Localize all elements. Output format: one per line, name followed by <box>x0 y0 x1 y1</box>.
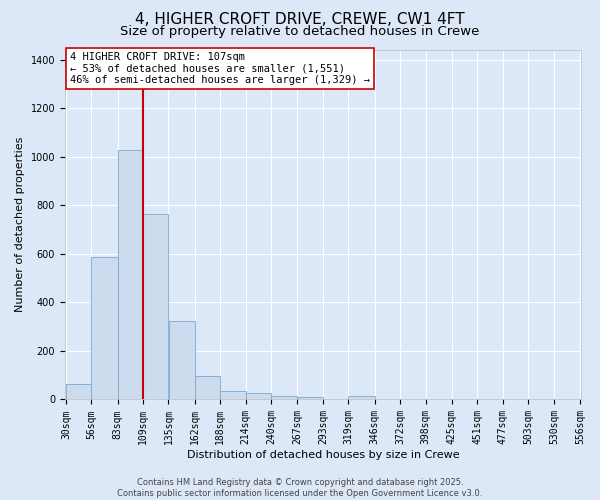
Bar <box>271 396 298 400</box>
Bar <box>66 384 91 400</box>
X-axis label: Distribution of detached houses by size in Crewe: Distribution of detached houses by size … <box>187 450 459 460</box>
Text: 4, HIGHER CROFT DRIVE, CREWE, CW1 4FT: 4, HIGHER CROFT DRIVE, CREWE, CW1 4FT <box>135 12 465 28</box>
Text: Contains HM Land Registry data © Crown copyright and database right 2025.
Contai: Contains HM Land Registry data © Crown c… <box>118 478 482 498</box>
Bar <box>220 391 245 400</box>
Bar <box>246 394 271 400</box>
Text: 4 HIGHER CROFT DRIVE: 107sqm
← 53% of detached houses are smaller (1,551)
46% of: 4 HIGHER CROFT DRIVE: 107sqm ← 53% of de… <box>70 52 370 85</box>
Text: Size of property relative to detached houses in Crewe: Size of property relative to detached ho… <box>121 24 479 38</box>
Bar <box>298 397 323 400</box>
Bar <box>118 150 143 400</box>
Bar <box>169 320 195 400</box>
Bar <box>91 258 118 400</box>
Bar <box>349 396 374 400</box>
Bar <box>195 376 220 400</box>
Bar <box>143 214 169 400</box>
Y-axis label: Number of detached properties: Number of detached properties <box>15 137 25 312</box>
